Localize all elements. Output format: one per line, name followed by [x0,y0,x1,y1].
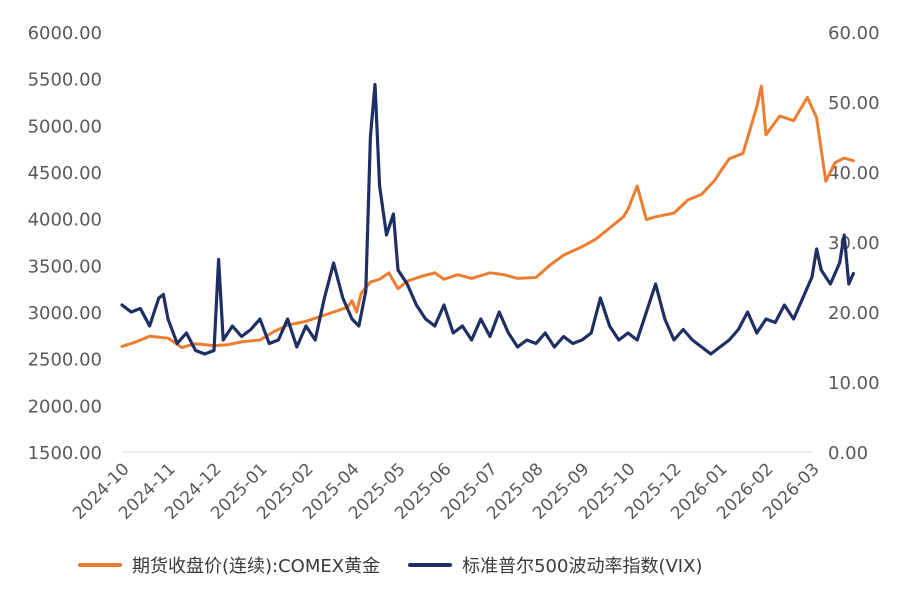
right-tick-label: 50.00 [828,93,880,114]
left-tick-label: 6000.00 [28,23,102,44]
x-axis-ticks: 2024-102024-112024-122025-012025-022025-… [69,459,823,523]
legend-item-gold: 期货收盘价(连续):COMEX黄金 [78,552,380,578]
left-tick-label: 2000.00 [28,396,102,417]
left-tick-label: 1500.00 [28,443,102,464]
left-tick-label: 4000.00 [28,210,102,231]
legend-item-vix: 标准普尔500波动率指数(VIX) [408,552,702,578]
series-line-gold [120,84,855,349]
series-layer [120,82,855,356]
right-tick-label: 40.00 [828,163,880,184]
left-tick-label: 5000.00 [28,116,102,137]
left-tick-label: 3500.00 [28,256,102,277]
left-axis-ticks: 6000.00 5500.00 5000.00 4500.00 4000.00 3500.… [28,23,102,464]
legend-swatch-vix [408,563,453,567]
right-tick-label: 10.00 [828,373,880,394]
legend-label-vix: 标准普尔500波动率指数(VIX) [462,556,703,577]
series-line-vix [120,82,855,356]
right-tick-label: 0.00 [828,443,868,464]
dual-axis-line-chart: 6000.00 5500.00 5000.00 4500.00 4000.00 3500.… [28,23,880,524]
legend-label-gold: 期货收盘价(连续):COMEX黄金 [132,556,381,577]
legend-swatch-gold [78,563,122,567]
left-tick-label: 5500.00 [28,70,102,91]
right-axis-ticks: 60.00 50.00 40.00 30.00 20.00 10.00 0.00 [828,23,880,464]
legend: 期货收盘价(连续):COMEX黄金 标准普尔500波动率指数(VIX) [78,552,702,578]
right-tick-label: 60.00 [828,23,880,44]
right-tick-label: 20.00 [828,303,880,324]
left-tick-label: 3000.00 [28,303,102,324]
right-tick-label: 30.00 [828,233,880,254]
left-tick-label: 4500.00 [28,163,102,184]
left-tick-label: 2500.00 [28,350,102,371]
